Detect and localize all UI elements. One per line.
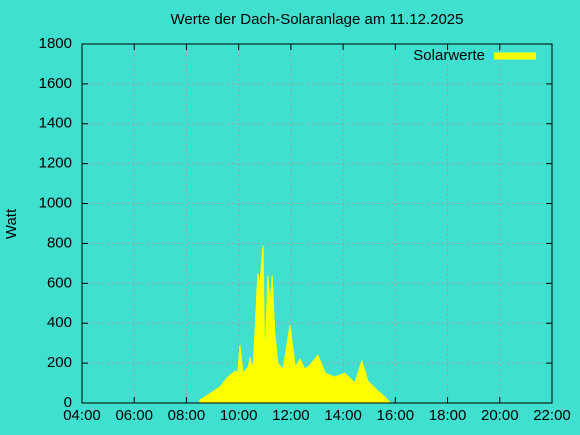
y-tick-label: 200	[47, 354, 72, 371]
y-tick-label: 800	[47, 234, 72, 251]
y-tick-label: 1800	[39, 35, 72, 52]
plot-border	[81, 43, 553, 404]
x-tick-label: 10:00	[220, 407, 258, 424]
chart-title: Werte der Dach-Solaranlage am 11.12.2025	[171, 11, 464, 28]
x-tick-label: 22:00	[533, 407, 571, 424]
x-tick-label: 04:00	[63, 407, 101, 424]
legend-label: Solarwerte	[413, 47, 485, 64]
x-tick-label: 20:00	[481, 407, 519, 424]
y-tick-label: 1400	[39, 115, 72, 132]
x-tick-label: 16:00	[377, 407, 415, 424]
y-tick-label: 1200	[39, 155, 72, 172]
y-tick-label: 1000	[39, 195, 72, 212]
x-tick-label: 18:00	[429, 407, 467, 424]
area	[199, 245, 392, 404]
x-tick-label: 06:00	[115, 407, 153, 424]
y-tick-label: 600	[47, 274, 72, 291]
x-tick-label: 12:00	[272, 407, 310, 424]
x-tick-label: 08:00	[168, 407, 206, 424]
y-tick-label: 400	[47, 314, 72, 331]
y-tick-label: 0	[64, 394, 72, 411]
x-tick-label: 14:00	[324, 407, 362, 424]
y-tick-label: 1600	[39, 75, 72, 92]
y-axis-label: Watt	[3, 208, 20, 239]
